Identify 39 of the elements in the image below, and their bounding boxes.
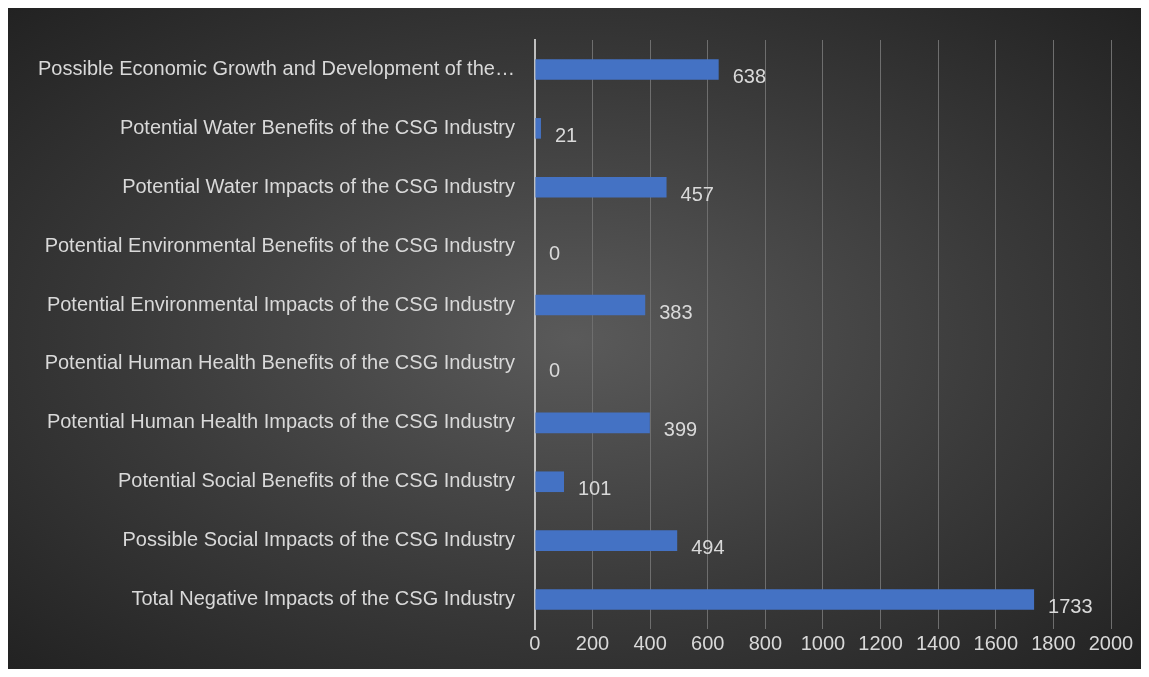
bar (535, 176, 667, 198)
bar (535, 118, 541, 139)
data-label: 0 (548, 359, 561, 382)
x-tick-label: 2000 (1088, 631, 1134, 654)
data-label: 457 (680, 182, 714, 205)
data-label: 0 (548, 241, 561, 264)
x-tick-label: 1000 (800, 631, 846, 654)
bar (535, 589, 1035, 610)
y-tick-label: Potential Environmental Impacts of the CSG Industry (46, 292, 515, 315)
data-label: 638 (732, 64, 767, 87)
x-tick-label: 0 (529, 631, 541, 654)
bar (535, 530, 678, 551)
x-tick-label: 1200 (858, 631, 903, 654)
data-label: 383 (659, 300, 693, 323)
y-tick-label: Potential Human Health Impacts of the CSG Industry (46, 410, 515, 433)
y-tick-label: Possible Social Impacts of the CSG Industry (122, 528, 515, 551)
data-label: 21 (554, 123, 578, 146)
x-tick-label: 400 (633, 631, 667, 654)
y-tick-label: Total Negative Impacts of the CSG Industry (131, 587, 515, 610)
y-tick-label: Potential Environmental Benefits of the CSG Industry (44, 233, 515, 256)
x-tick-label: 1800 (1031, 631, 1076, 654)
x-tick-label: 200 (575, 631, 610, 654)
x-tick-label: 1400 (915, 631, 961, 654)
x-tick-label: 600 (691, 631, 725, 654)
data-label: 399 (663, 418, 698, 441)
y-tick-label: Possible Economic Growth and Development of the… (38, 56, 515, 79)
data-label: 494 (691, 536, 725, 559)
data-label: 101 (578, 477, 612, 500)
y-tick-label: Potential Water Benefits of the CSG Industry (119, 115, 515, 138)
bar (535, 471, 564, 493)
x-tick-label: 800 (748, 631, 783, 654)
y-tick-label: Potential Water Impacts of the CSG Industry (122, 174, 515, 197)
y-tick-label: Potential Human Health Benefits of the CSG Industry (44, 351, 515, 374)
bar (535, 412, 650, 434)
bar (535, 59, 719, 80)
bar (535, 294, 646, 316)
data-label: 1733 (1048, 595, 1093, 618)
y-tick-label: Potential Social Benefits of the CSG Industry (118, 469, 515, 492)
x-tick-label: 1600 (973, 631, 1019, 654)
